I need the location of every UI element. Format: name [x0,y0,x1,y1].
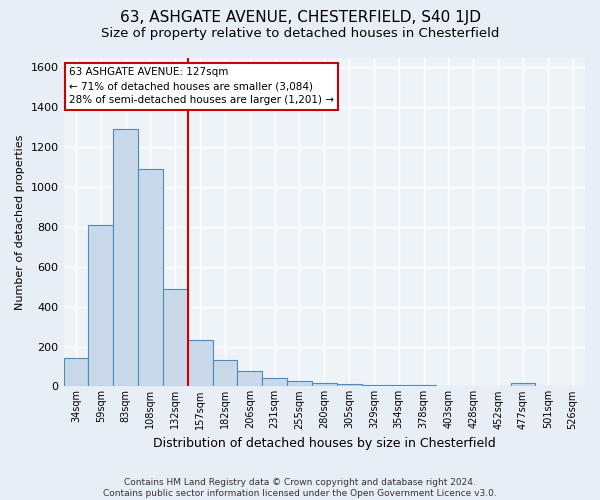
Y-axis label: Number of detached properties: Number of detached properties [15,134,25,310]
X-axis label: Distribution of detached houses by size in Chesterfield: Distribution of detached houses by size … [153,437,496,450]
Bar [511,384,535,386]
Bar [337,384,362,386]
Bar [262,378,287,386]
Bar [312,384,337,386]
Bar [138,169,163,386]
Text: Size of property relative to detached houses in Chesterfield: Size of property relative to detached ho… [101,28,499,40]
Bar [188,340,212,386]
Text: 63 ASHGATE AVENUE: 127sqm
← 71% of detached houses are smaller (3,084)
28% of se: 63 ASHGATE AVENUE: 127sqm ← 71% of detac… [69,68,334,106]
Bar [238,372,262,386]
Bar [212,360,238,386]
Bar [287,382,312,386]
Bar [362,385,386,386]
Bar [163,288,188,386]
Text: Contains HM Land Registry data © Crown copyright and database right 2024.
Contai: Contains HM Land Registry data © Crown c… [103,478,497,498]
Text: 63, ASHGATE AVENUE, CHESTERFIELD, S40 1JD: 63, ASHGATE AVENUE, CHESTERFIELD, S40 1J… [119,10,481,25]
Bar [113,130,138,386]
Bar [64,358,88,386]
Bar [88,225,113,386]
